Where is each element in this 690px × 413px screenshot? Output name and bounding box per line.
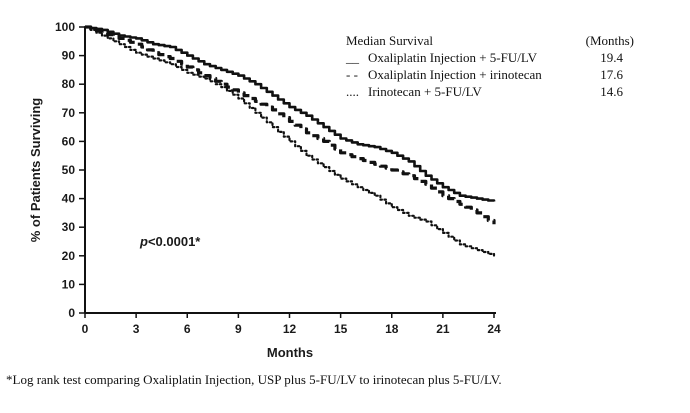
x-tick-group: 0 3 6 9 12 15 18 21 24 <box>82 313 501 336</box>
legend-median-oxaliplatin-5fu: 19.4 <box>600 50 623 65</box>
y-tick-label: 30 <box>62 220 76 234</box>
x-tick-label: 3 <box>133 322 140 336</box>
y-tick-label: 0 <box>68 306 75 320</box>
y-tick-label: 20 <box>62 249 76 263</box>
y-tick-group: 0 10 20 30 40 50 60 70 80 90 100 <box>55 20 85 320</box>
y-tick-label: 10 <box>62 277 76 291</box>
x-tick-label: 12 <box>283 322 297 336</box>
legend-header: Median Survival <box>346 33 433 48</box>
legend-marker-irinotecan-5fu: .... <box>346 84 359 99</box>
legend-marker-oxaliplatin-5fu: __ <box>345 50 360 65</box>
legend-header-unit: (Months) <box>586 33 634 48</box>
series-line-irinotecan-5fu <box>83 25 496 257</box>
legend-median-oxaliplatin-irinotecan: 17.6 <box>600 67 623 82</box>
y-tick-label: 40 <box>62 192 76 206</box>
y-tick-label: 90 <box>62 49 76 63</box>
y-tick-label: 80 <box>62 77 76 91</box>
x-tick-label: 24 <box>487 322 501 336</box>
p-value-letter: p <box>139 234 148 249</box>
x-tick-label: 21 <box>436 322 450 336</box>
p-value-rest: <0.0001* <box>148 234 201 249</box>
series-line-oxaliplatin-irinotecan <box>85 25 496 225</box>
x-axis-title: Months <box>267 345 313 360</box>
y-tick-label: 50 <box>62 163 76 177</box>
x-tick-label: 18 <box>385 322 399 336</box>
x-tick-label: 15 <box>334 322 348 336</box>
y-tick-label: 60 <box>62 134 76 148</box>
x-tick-label: 9 <box>235 322 242 336</box>
legend-marker-oxaliplatin-irinotecan: - - <box>346 67 358 82</box>
legend-median-irinotecan-5fu: 14.6 <box>600 84 623 99</box>
series-group <box>83 25 496 257</box>
x-tick-label: 0 <box>82 322 89 336</box>
legend: Median Survival (Months) __ Oxaliplatin … <box>345 33 634 99</box>
p-value-annotation: p<0.0001* <box>139 234 201 249</box>
footnote: *Log rank test comparing Oxaliplatin Inj… <box>6 372 502 387</box>
series-line-oxaliplatin-5fu <box>85 25 496 202</box>
legend-label-oxaliplatin-irinotecan: Oxaliplatin Injection + irinotecan <box>368 67 542 82</box>
y-tick-label: 70 <box>62 106 76 120</box>
y-tick-label: 100 <box>55 20 75 34</box>
legend-label-oxaliplatin-5fu: Oxaliplatin Injection + 5-FU/LV <box>368 50 538 65</box>
x-tick-label: 6 <box>184 322 191 336</box>
y-axis-title: % of Patients Surviving <box>28 98 43 243</box>
legend-label-irinotecan-5fu: Irinotecan + 5-FU/LV <box>368 84 482 99</box>
